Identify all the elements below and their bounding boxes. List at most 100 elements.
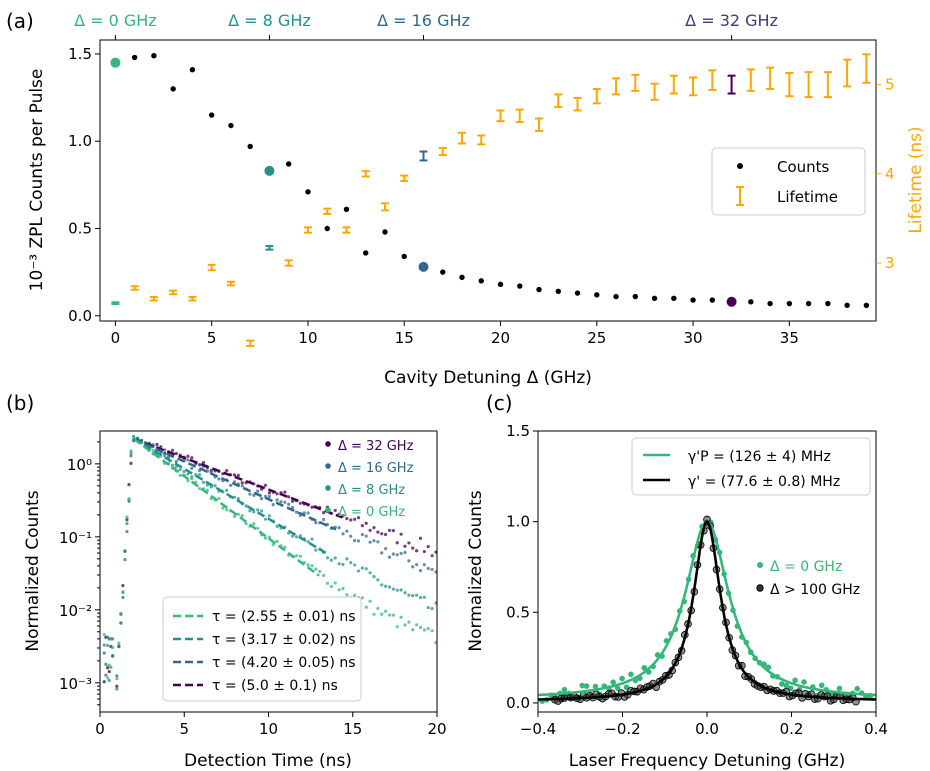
decay-point (403, 591, 407, 595)
decay-point (125, 529, 129, 534)
decay-point (119, 611, 123, 616)
lifetime-errorbar (380, 202, 389, 212)
counts-series (110, 53, 870, 308)
x-tick-label: 20 (491, 329, 510, 347)
decay-point (275, 498, 279, 502)
fit-line (133, 437, 327, 554)
decay-point (240, 481, 244, 485)
decay-point (259, 509, 264, 513)
decay-point (329, 558, 333, 562)
legend-box (631, 437, 871, 496)
legend-marker (325, 485, 331, 491)
decay-point (283, 490, 287, 494)
decay-point (236, 473, 240, 477)
decay-point (267, 494, 271, 499)
decay-point (127, 483, 131, 487)
data-point (561, 686, 568, 693)
decay-point (415, 593, 419, 597)
panel-a-xlabel: Cavity Detuning Δ (GHz) (384, 368, 592, 388)
decay-point (298, 501, 302, 505)
decay-point (321, 573, 326, 578)
decay-point (395, 541, 399, 545)
decay-point (368, 599, 372, 603)
panel-a-y2label: Lifetime (ns) (906, 126, 926, 233)
decay-point (123, 549, 127, 554)
decay-point (387, 585, 392, 589)
lifetime-errorbar (650, 82, 659, 101)
panel-b-ylabel: Normalized Counts (23, 490, 43, 651)
decay-point (256, 508, 260, 512)
count-point (305, 189, 311, 195)
panel-b: 0 5 10 15 20 10⁻³ 10⁻² 10⁻¹ 10⁰ Detection Time (… (23, 430, 447, 771)
lifetime-errorbar (689, 76, 698, 97)
decay-point (127, 497, 131, 501)
decay-point (174, 459, 178, 464)
decay-point (125, 515, 129, 519)
data-point (801, 679, 807, 685)
decay-point (151, 448, 155, 452)
lifetime-errorbar (303, 226, 312, 234)
decay-point (190, 456, 194, 460)
lifetime-errorbar (823, 71, 832, 99)
lifetime-errorbar (169, 289, 178, 296)
panel-c-xlabel: Laser Frequency Detuning (GHz) (569, 751, 845, 771)
y-tick-label: 1.0 (506, 513, 530, 531)
lifetime-errorbar (284, 259, 293, 267)
decay-point (364, 534, 368, 538)
decay-point (321, 517, 326, 522)
y-tick-label: 0.5 (68, 219, 92, 237)
decay-point (399, 532, 403, 536)
fit-line (133, 437, 344, 519)
decay-point (314, 567, 318, 571)
decay-point (360, 566, 364, 570)
decay-point (376, 530, 380, 534)
lifetime-series (111, 53, 871, 347)
data-point (792, 677, 798, 684)
count-point (343, 206, 350, 212)
lifetime-errorbar (419, 150, 428, 162)
x-tick-label: −0.2 (604, 720, 640, 738)
decay-point (384, 584, 388, 588)
decay-point (132, 435, 136, 439)
decay-point (105, 676, 110, 680)
decay-point (170, 463, 175, 467)
x-tick-label: 10 (259, 720, 278, 738)
decay-point (399, 615, 403, 619)
decay-point (418, 536, 423, 540)
count-point (189, 66, 196, 73)
data-point (854, 685, 860, 692)
decay-point (123, 558, 127, 562)
decay-point (356, 516, 361, 520)
decay-point (380, 532, 384, 536)
decay-point (279, 500, 283, 504)
decay-point (368, 528, 372, 533)
x-tick-label: 15 (395, 329, 414, 347)
legend-counts-marker (737, 163, 743, 169)
decay-point (430, 554, 434, 558)
lifetime-errorbar (149, 295, 158, 302)
decay-point (353, 563, 357, 567)
count-point-highlight (726, 296, 737, 307)
lifetime-errorbar (535, 117, 544, 132)
decay-point (248, 509, 252, 513)
decay-point (178, 473, 182, 477)
decay-point (107, 678, 111, 683)
decay-point (174, 451, 178, 456)
decay-point (407, 541, 411, 545)
legend-marker (325, 441, 331, 447)
points-detuned-100 (551, 515, 860, 706)
x-tick-label: 5 (179, 720, 189, 738)
fit-line (133, 437, 337, 531)
decay-point (372, 539, 376, 543)
decay-point (271, 503, 275, 507)
decay-point (115, 684, 119, 688)
decay-point (115, 674, 119, 678)
decay-point (294, 535, 299, 539)
decay-point (364, 521, 368, 525)
decay-point (415, 563, 419, 567)
decay-point (129, 449, 133, 453)
decay-point (418, 596, 423, 600)
decay-point (360, 532, 364, 537)
x-tick-label: 25 (587, 329, 606, 347)
decay-point (182, 469, 186, 474)
